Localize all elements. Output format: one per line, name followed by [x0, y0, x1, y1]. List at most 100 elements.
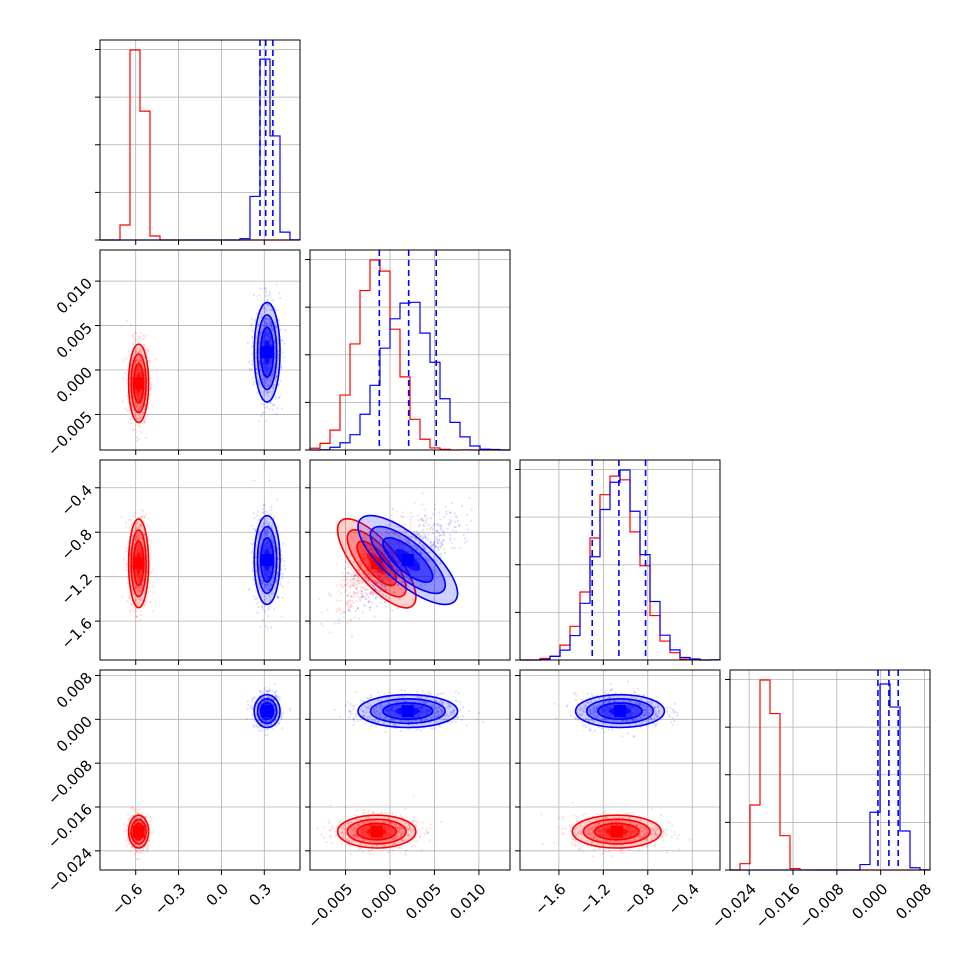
y-tick-label: 0.005	[53, 319, 96, 362]
contour-series-1	[585, 697, 655, 725]
contour-series-0	[127, 518, 150, 609]
contour-series-0	[346, 818, 407, 845]
contour-series-1	[259, 536, 275, 583]
contour-series-1	[259, 702, 275, 721]
panel-0-0	[95, 39, 301, 245]
contour-series-1	[259, 326, 275, 378]
contour-series-0	[127, 814, 150, 849]
panel-body	[122, 682, 292, 861]
density-peak-series-0	[370, 825, 383, 838]
panel-3-3	[725, 669, 931, 875]
panel-3-1	[305, 669, 511, 875]
contour-series-1	[357, 693, 459, 729]
panel-3-0	[95, 669, 301, 875]
contour-series-1	[382, 702, 434, 721]
panel-1-1	[305, 249, 511, 455]
contour-series-0	[127, 343, 150, 424]
panel-3-2	[515, 669, 721, 875]
panel-1-0	[95, 249, 301, 455]
contour-series-0	[336, 814, 417, 849]
contour-series-1	[256, 697, 278, 725]
panel-body	[120, 479, 290, 630]
panel-body	[318, 492, 473, 638]
x-tick-label: 0.000	[358, 880, 401, 923]
density-peak-series-0	[132, 377, 145, 390]
panel-body	[540, 680, 692, 858]
contour-series-1	[253, 514, 281, 606]
x-tick-label: −0.4	[664, 880, 702, 918]
panel-frame	[99, 39, 301, 241]
contour-series-0	[356, 540, 398, 587]
contour-series-0	[593, 822, 640, 841]
panel-body	[316, 688, 485, 856]
x-tick-label: −1.6	[531, 880, 569, 918]
x-tick-label: −0.008	[796, 880, 848, 932]
x-tick-label: 0.005	[402, 880, 445, 923]
panel-frame	[729, 669, 931, 871]
contour-series-1	[369, 697, 446, 725]
x-tick-label: −1.2	[576, 880, 614, 918]
density-peak-series-1	[261, 705, 274, 718]
x-tick-label: 0.008	[892, 880, 935, 923]
y-tick-label: −0.016	[44, 800, 96, 852]
density-peak-series-0	[610, 825, 623, 838]
contour-series-1	[369, 525, 446, 595]
panel-body	[121, 283, 287, 442]
y-tick-label: −1.2	[58, 570, 96, 608]
panel-2-1	[305, 459, 511, 665]
contour-series-1	[596, 702, 643, 721]
contour-series-1	[357, 514, 459, 606]
x-tick-label: −0.005	[304, 880, 356, 932]
contour-series-0	[356, 822, 398, 841]
y-tick-label: 0.010	[53, 274, 96, 317]
y-tick-label: −0.024	[44, 844, 96, 896]
contour-series-0	[130, 353, 147, 414]
contour-series-0	[582, 818, 651, 845]
contour-series-0	[130, 818, 147, 845]
panel-frame	[99, 249, 301, 451]
contour-series-1	[253, 693, 281, 729]
contour-series-0	[571, 814, 662, 849]
y-tick-label: 0.000	[53, 713, 96, 756]
x-tick-label: −0.8	[620, 880, 658, 918]
panel-2-0	[95, 459, 301, 665]
histogram-series-1	[520, 469, 721, 661]
x-tick-label: 0.3	[245, 880, 275, 910]
density-peak-series-1	[401, 554, 414, 566]
panel-frame	[309, 249, 511, 451]
x-tick-label: 0.0	[203, 880, 233, 910]
panel-frame	[519, 669, 721, 871]
y-tick-label: −0.008	[44, 756, 96, 808]
contour-series-1	[382, 537, 434, 583]
contour-series-1	[574, 693, 666, 729]
density-peak-series-1	[614, 705, 626, 718]
contour-series-1	[256, 525, 278, 595]
contour-series-1	[256, 314, 278, 391]
contour-series-0	[130, 529, 147, 598]
density-peak-series-0	[132, 557, 145, 570]
y-tick-label: −0.4	[58, 481, 96, 519]
y-tick-label: −1.6	[58, 614, 96, 652]
histogram-series-1	[310, 301, 510, 451]
density-peak-series-1	[401, 705, 414, 718]
histogram-series-0	[520, 475, 721, 661]
panel-frame	[309, 669, 511, 871]
panel-frame	[99, 669, 301, 871]
panel-frame	[99, 459, 301, 661]
y-tick-label: 0.008	[53, 669, 96, 712]
density-peak-series-1	[261, 346, 274, 359]
x-tick-label: −0.016	[752, 880, 804, 932]
panel-2-2	[515, 459, 721, 665]
x-tick-label: −0.6	[108, 880, 146, 918]
density-peak-series-1	[261, 554, 274, 566]
y-tick-label: 0.000	[53, 363, 96, 406]
x-tick-label: −0.024	[708, 880, 760, 932]
panel-frame	[309, 459, 511, 661]
y-tick-label: −0.8	[58, 526, 96, 564]
x-tick-label: −0.3	[151, 880, 189, 918]
panel-frame	[519, 459, 721, 661]
contour-series-1	[253, 301, 281, 403]
x-tick-label: 0.000	[848, 880, 891, 923]
density-peak-series-0	[132, 825, 145, 838]
y-tick-label: −0.005	[44, 408, 96, 460]
